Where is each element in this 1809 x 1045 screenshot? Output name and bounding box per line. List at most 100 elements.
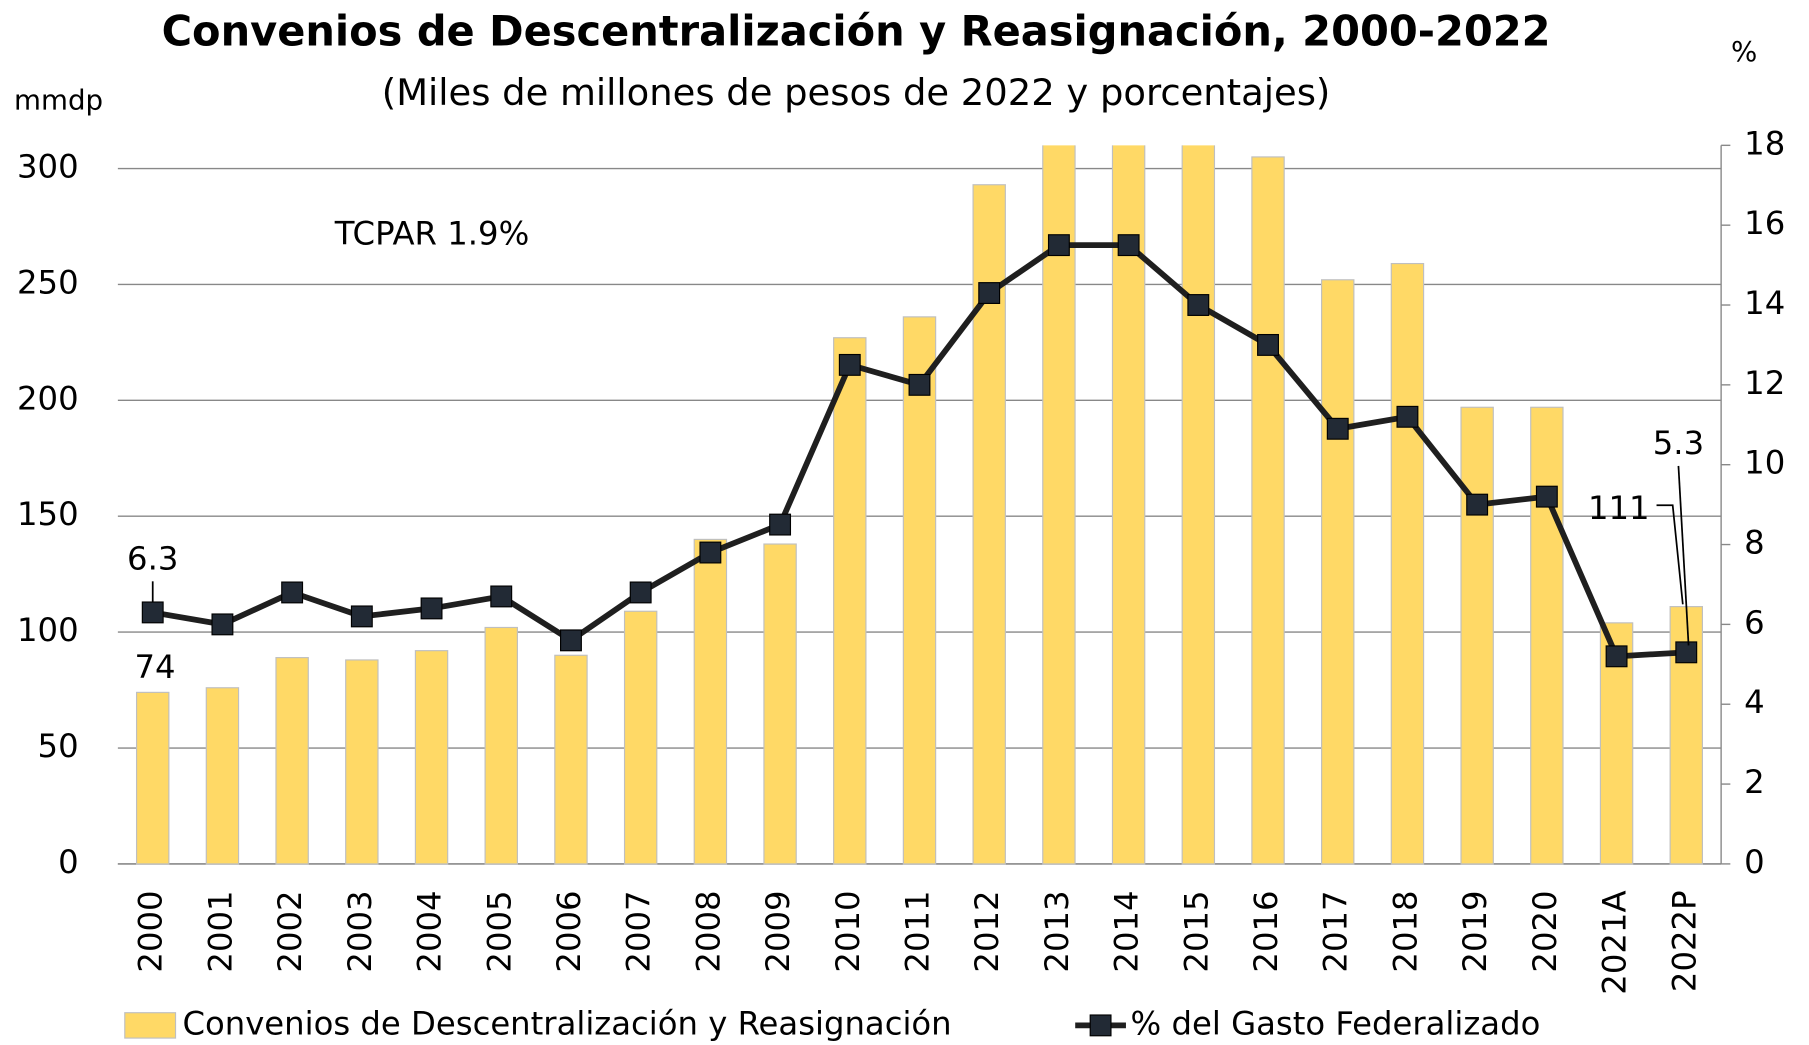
marker: [769, 513, 792, 536]
x-tick-label: 2010: [829, 890, 867, 972]
x-tick-label: 2002: [271, 890, 309, 972]
bar: [275, 657, 309, 865]
x-tick-label: 2003: [341, 890, 379, 972]
legend-marker: [1089, 1014, 1112, 1037]
bar: [1111, 145, 1146, 865]
marker: [350, 605, 373, 628]
bar: [414, 650, 449, 865]
bar: [1251, 156, 1285, 865]
x-tick-label: 2016: [1247, 890, 1285, 972]
x-tick-label: 2017: [1317, 890, 1355, 972]
data-label: 6.3: [127, 540, 178, 578]
x-tick-label: 2000: [132, 890, 170, 972]
x-tick-label: 2008: [689, 890, 727, 972]
y2-tick-label: 4: [1744, 683, 1765, 721]
bar: [205, 687, 240, 865]
marker: [1117, 234, 1140, 257]
marker: [1047, 234, 1070, 257]
y-tick-label: 300: [17, 148, 79, 186]
bar: [1181, 145, 1216, 865]
marker: [1535, 485, 1558, 508]
y2-tick-label: 18: [1744, 124, 1785, 162]
x-tick-label: 2013: [1038, 890, 1076, 972]
y-axis-label: mmdp: [14, 84, 103, 117]
x-tick-label: 2005: [480, 890, 518, 972]
marker: [1466, 493, 1489, 516]
bar: [902, 316, 937, 865]
x-tick-label: 2020: [1526, 890, 1564, 972]
bar: [1530, 406, 1564, 865]
bar: [1390, 262, 1425, 865]
x-tick-label: 2022P: [1665, 890, 1703, 992]
y2-tick-label: 14: [1744, 284, 1785, 322]
x-tick-label: 2018: [1386, 890, 1424, 972]
y2-tick-label: 10: [1744, 444, 1785, 482]
bar: [1460, 406, 1494, 865]
y2-tick-label: 16: [1744, 204, 1785, 242]
data-label: 74: [134, 648, 175, 686]
marker: [908, 373, 931, 396]
bar: [623, 610, 658, 865]
y2-tick-label: 0: [1744, 843, 1765, 881]
marker: [699, 541, 722, 564]
leader-line: [1656, 504, 1684, 605]
x-tick-label: 2007: [620, 890, 658, 972]
marker: [1396, 405, 1419, 428]
legend-label: % del Gasto Federalizado: [1131, 1004, 1541, 1042]
legend-label: Convenios de Descentralización y Reasign…: [182, 1004, 951, 1042]
x-tick-label: 2019: [1456, 890, 1494, 972]
x-tick-label: 2009: [759, 890, 797, 972]
x-tick-label: 2021A: [1596, 890, 1634, 994]
y2-tick-label: 6: [1744, 603, 1765, 641]
bar: [554, 654, 588, 865]
marker: [1605, 645, 1628, 668]
bar: [1042, 145, 1076, 865]
bar: [763, 543, 797, 865]
marker: [141, 601, 164, 624]
bar: [693, 538, 728, 865]
data-label: 111: [1588, 489, 1650, 527]
marker: [281, 581, 304, 604]
y-tick-label: 100: [17, 611, 79, 649]
bar: [484, 626, 518, 865]
y-tick-label: 150: [17, 495, 79, 533]
data-label: 5.3: [1653, 424, 1704, 462]
marker: [838, 353, 861, 376]
annotation: TCPAR 1.9%: [334, 214, 530, 252]
marker: [1675, 641, 1698, 664]
legend-swatch: [124, 1012, 177, 1039]
marker: [490, 585, 513, 608]
x-tick-label: 2015: [1177, 890, 1215, 972]
marker: [1187, 294, 1210, 316]
bar: [135, 691, 170, 865]
marker: [420, 597, 443, 620]
chart-subtitle: (Miles de millones de pesos de 2022 y po…: [382, 71, 1331, 114]
y2-tick-label: 12: [1744, 364, 1785, 402]
x-tick-label: 2012: [968, 890, 1006, 972]
x-tick-label: 2004: [411, 890, 449, 972]
marker: [1326, 417, 1349, 440]
marker: [1257, 333, 1279, 356]
y2-tick-label: 8: [1744, 524, 1765, 562]
y2-tick-label: 2: [1744, 763, 1765, 801]
chart-title: Convenios de Descentralización y Reasign…: [162, 7, 1551, 56]
marker: [211, 613, 234, 636]
bar: [1321, 279, 1355, 865]
bar: [345, 659, 379, 865]
bar: [833, 337, 867, 865]
y-tick-label: 50: [38, 727, 79, 765]
x-tick-label: 2006: [550, 890, 588, 972]
marker: [629, 581, 652, 604]
x-tick-label: 2001: [201, 890, 239, 972]
marker: [978, 282, 1001, 304]
x-tick-label: 2014: [1108, 890, 1146, 972]
marker: [560, 629, 582, 652]
y-tick-label: 200: [17, 379, 79, 417]
y-tick-label: 0: [58, 843, 79, 881]
bars: [135, 145, 1703, 865]
y2-axis-label: %: [1731, 35, 1757, 68]
y-tick-label: 250: [17, 263, 79, 301]
leader-line: [1677, 465, 1690, 646]
x-tick-label: 2011: [898, 890, 936, 972]
